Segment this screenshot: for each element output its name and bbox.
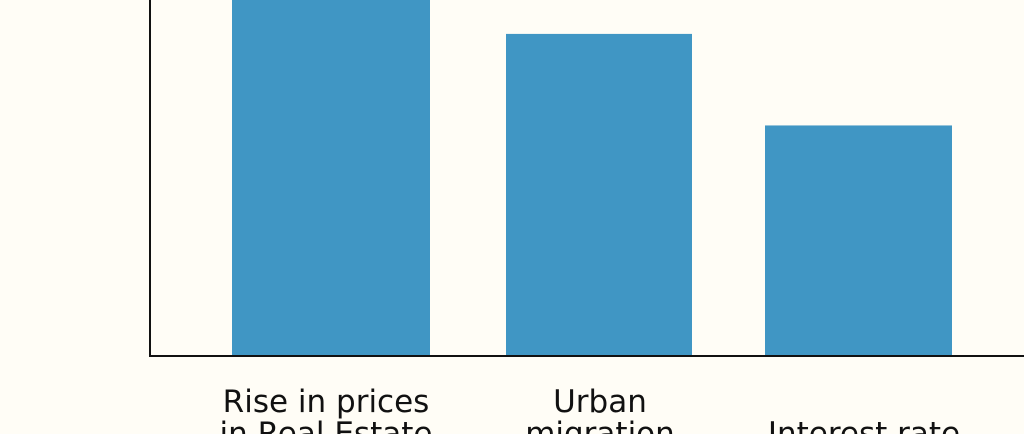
bar-1 (232, 0, 430, 356)
category-label-line: migration (525, 416, 675, 434)
category-label-2: Urban migration (525, 384, 675, 434)
category-label-line: Urban (553, 384, 647, 420)
bars-group (232, 0, 952, 357)
category-label-3: Interest rate (768, 416, 960, 434)
category-labels: Rise in prices in Real Estate Urban migrati… (220, 384, 961, 434)
axes (149, 0, 1024, 357)
bar-3 (765, 125, 952, 356)
category-label-line: Interest rate (768, 416, 960, 434)
category-label-1: Rise in prices in Real Estate (220, 384, 433, 434)
category-label-line: in Real Estate (220, 416, 433, 434)
bar-2 (506, 33, 692, 357)
category-label-line: Rise in prices (223, 384, 430, 420)
